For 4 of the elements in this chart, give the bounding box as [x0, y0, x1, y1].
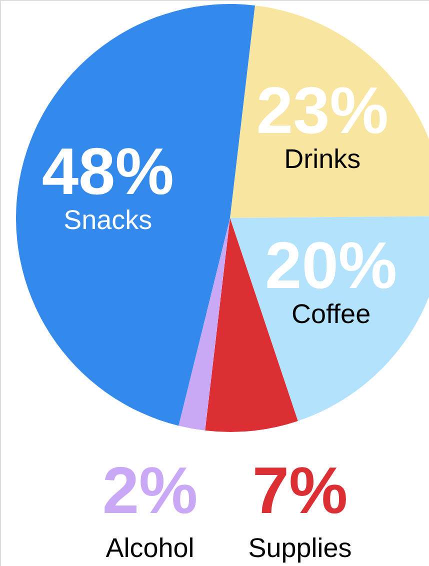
slice-label: Alcohol — [106, 533, 194, 563]
data-label: 7% — [252, 453, 348, 527]
slice-label: Supplies — [248, 533, 352, 563]
data-label: 2% — [102, 453, 198, 527]
